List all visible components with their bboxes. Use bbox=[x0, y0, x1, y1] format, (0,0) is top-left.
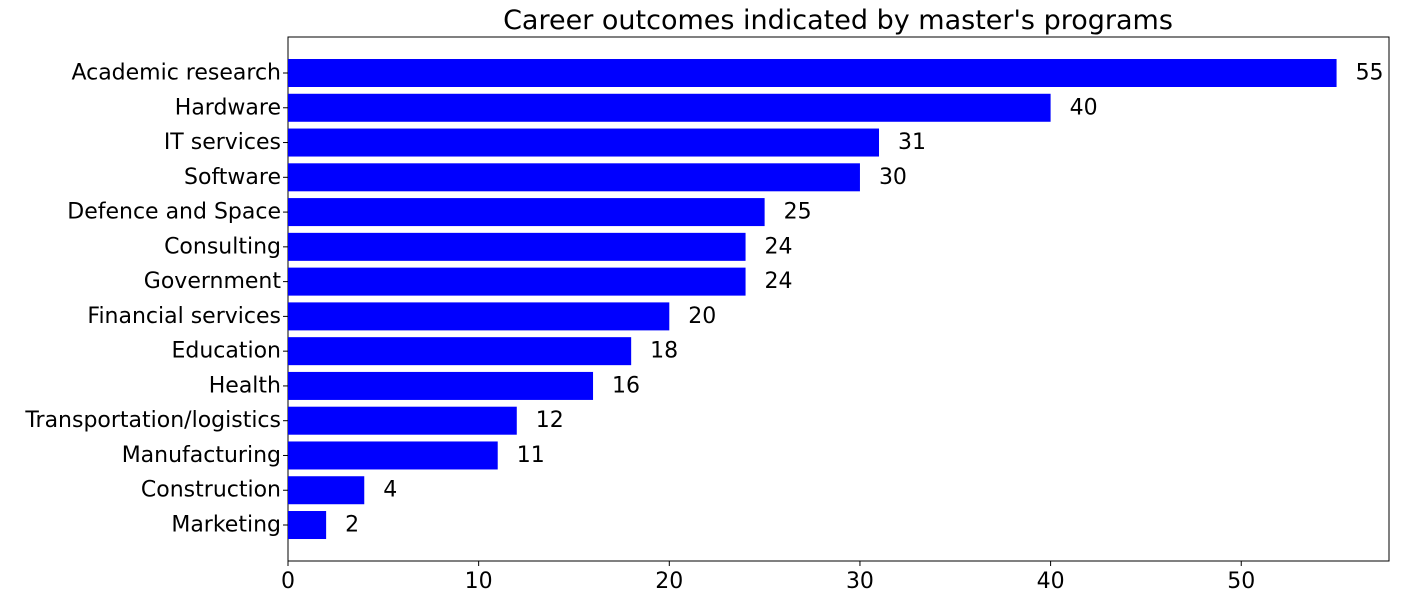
bar-education bbox=[288, 337, 632, 366]
category-label-academic-research: Academic research bbox=[71, 61, 281, 86]
category-label-manufacturing: Manufacturing bbox=[122, 443, 281, 468]
x-axis-ticks: 0 10 20 30 40 50 bbox=[281, 561, 1255, 592]
value-label-financial-services: 20 bbox=[688, 304, 716, 329]
bar-marketing bbox=[288, 511, 327, 540]
category-label-education: Education bbox=[171, 339, 281, 364]
bar-construction bbox=[288, 476, 365, 505]
value-label-hardware: 40 bbox=[1070, 95, 1098, 120]
value-label-construction: 4 bbox=[383, 478, 397, 503]
value-label-defence-and-space: 25 bbox=[784, 200, 812, 225]
category-label-health: Health bbox=[209, 373, 281, 398]
category-label-marketing: Marketing bbox=[171, 513, 281, 538]
value-label-it-services: 31 bbox=[898, 130, 926, 155]
category-label-government: Government bbox=[144, 269, 282, 294]
bar-academic-research bbox=[288, 59, 1337, 87]
bar-health bbox=[288, 371, 594, 400]
x-tick-label-30: 30 bbox=[846, 569, 874, 592]
category-label-construction: Construction bbox=[141, 478, 281, 503]
bar-defence-and-space bbox=[288, 198, 765, 227]
bars-group bbox=[288, 59, 1337, 540]
category-label-hardware: Hardware bbox=[175, 95, 281, 120]
category-label-consulting: Consulting bbox=[164, 234, 281, 259]
x-tick-label-0: 0 bbox=[281, 569, 295, 592]
value-label-health: 16 bbox=[612, 373, 640, 398]
bar-manufacturing bbox=[288, 441, 498, 470]
value-label-software: 30 bbox=[879, 165, 907, 190]
value-labels: 55 40 31 30 25 24 24 20 18 16 12 11 42 bbox=[345, 61, 1383, 538]
x-tick-label-40: 40 bbox=[1037, 569, 1065, 592]
value-label-consulting: 24 bbox=[765, 234, 793, 259]
category-labels: Academic research Hardware IT services Soft… bbox=[24, 61, 288, 538]
x-tick-label-50: 50 bbox=[1227, 569, 1255, 592]
value-label-academic-research: 55 bbox=[1356, 61, 1384, 86]
bar-hardware bbox=[288, 93, 1051, 122]
bar-government bbox=[288, 267, 746, 296]
value-label-manufacturing: 11 bbox=[517, 443, 545, 468]
value-label-education: 18 bbox=[650, 339, 678, 364]
category-label-it-services: IT services bbox=[164, 130, 281, 155]
plot-frame bbox=[287, 36, 1390, 562]
value-label-transportation-logistics: 12 bbox=[536, 408, 564, 433]
bar-consulting bbox=[288, 232, 746, 261]
category-label-defence-and-space: Defence and Space bbox=[67, 200, 281, 225]
bar-transportation-logistics bbox=[288, 406, 517, 435]
category-label-financial-services: Financial services bbox=[87, 304, 281, 329]
category-label-transportation-logistics: Transportation/logistics bbox=[24, 408, 281, 433]
chart-title: Career outcomes indicated by master's pr… bbox=[503, 5, 1173, 36]
value-label-marketing: 2 bbox=[345, 513, 359, 538]
bar-it-services bbox=[288, 128, 880, 157]
x-tick-label-20: 20 bbox=[655, 569, 683, 592]
category-label-software: Software bbox=[184, 165, 281, 190]
value-label-government: 24 bbox=[765, 269, 793, 294]
x-tick-label-10: 10 bbox=[465, 569, 493, 592]
bar-software bbox=[288, 163, 860, 192]
bar-financial-services bbox=[288, 302, 670, 331]
